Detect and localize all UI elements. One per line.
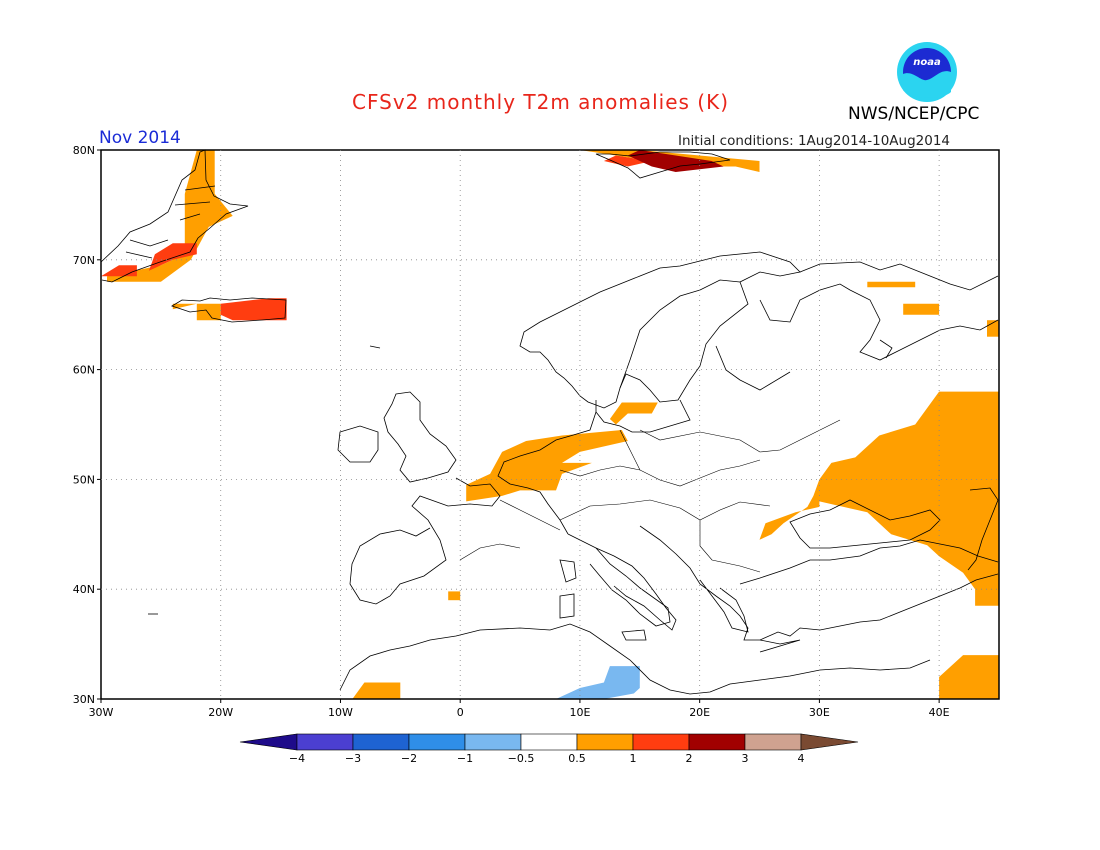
colorbar-label: 1 xyxy=(630,752,637,765)
lon-tick-label: 30E xyxy=(809,706,830,719)
colorbar-labels: −4 −3 −2 −1 −0.5 0.5 1 2 3 4 xyxy=(289,752,805,765)
country-borders xyxy=(459,419,841,573)
colorbar-swatch xyxy=(296,733,354,751)
anomaly-patch-greenland-coast-west xyxy=(107,150,233,282)
colorbar-swatch xyxy=(464,733,522,751)
anomaly-patch-svalbard-red xyxy=(603,155,652,167)
map-frame xyxy=(100,149,1000,700)
lat-labels: 30N 40N 50N 60N 70N 80N xyxy=(73,144,101,706)
colorbar-label: 2 xyxy=(686,752,693,765)
anomaly-patch-russia-orange xyxy=(759,391,999,601)
anomaly-patch-morocco-orange xyxy=(352,682,401,699)
anomaly-patch-spain-small-orange xyxy=(448,591,461,601)
anomaly-patch-russia-north-orange xyxy=(867,281,916,288)
colorbar-swatch xyxy=(352,733,410,751)
anomaly-patch-turkey-orange xyxy=(975,589,999,606)
lat-tick-label: 30N xyxy=(73,693,95,706)
lat-tick-label: 70N xyxy=(73,254,95,267)
colorbar-swatch xyxy=(688,733,746,751)
lon-labels: 30W 20W 10W 0 10E 20E 30E 40E xyxy=(89,699,950,719)
colorbar-label: 3 xyxy=(742,752,749,765)
colorbar-swatch xyxy=(744,733,802,751)
lat-tick-label: 80N xyxy=(73,144,95,157)
colorbar-label: −2 xyxy=(401,752,417,765)
anomaly-patch-libya-blue xyxy=(556,666,640,699)
lon-tick-label: 0 xyxy=(457,706,464,719)
coastlines xyxy=(100,149,999,695)
anomaly-patches xyxy=(101,150,999,699)
lat-tick-label: 60N xyxy=(73,364,95,377)
lon-tick-label: 40E xyxy=(929,706,950,719)
svg-text:noaa: noaa xyxy=(913,57,941,68)
colorbar-label: 0.5 xyxy=(568,752,586,765)
anomaly-patch-greenland-south-red xyxy=(101,265,137,277)
colorbar-arrow-left xyxy=(239,733,298,751)
colorbar-label: 4 xyxy=(798,752,805,765)
org-label: NWS/NCEP/CPC xyxy=(848,104,980,124)
anomaly-patch-benelux-orange xyxy=(466,430,628,502)
colorbar-swatch xyxy=(408,733,466,751)
initial-conditions: Initial conditions: 1Aug2014-10Aug2014 xyxy=(678,133,951,149)
anomaly-patch-svalbard-darkred xyxy=(627,150,724,172)
forecast-month: Nov 2014 xyxy=(99,128,181,148)
colorbar-swatch xyxy=(520,733,578,751)
anomaly-patch-denmark-orange xyxy=(609,402,658,425)
colorbar-arrow-right xyxy=(800,733,859,751)
anomaly-patch-russia-north-orange-2 xyxy=(903,303,940,315)
colorbar-swatch xyxy=(632,733,690,751)
colorbar-label: −0.5 xyxy=(508,752,535,765)
colorbar-label: −4 xyxy=(289,752,305,765)
colorbar-swatch xyxy=(576,733,634,751)
colorbar-label: −1 xyxy=(457,752,473,765)
anomaly-patch-iceland-orange xyxy=(172,303,221,321)
lat-tick-label: 50N xyxy=(73,473,95,486)
anomaly-patch-mideast-orange xyxy=(939,655,999,699)
lat-tick-label: 40N xyxy=(73,583,95,596)
colorbar-label: −3 xyxy=(345,752,361,765)
lon-tick-label: 10W xyxy=(328,706,353,719)
colorbar-swatches xyxy=(239,733,859,751)
anomaly-patch-iceland-red xyxy=(220,298,287,321)
anomaly-patch-greenland-east-red xyxy=(148,243,197,271)
noaa-logo: noaa xyxy=(897,42,957,102)
lon-tick-label: 20E xyxy=(689,706,710,719)
map-title: CFSv2 monthly T2m anomalies (K) xyxy=(352,90,729,114)
lon-tick-label: 20W xyxy=(208,706,233,719)
lon-tick-label: 30W xyxy=(89,706,114,719)
lon-tick-label: 10E xyxy=(569,706,590,719)
